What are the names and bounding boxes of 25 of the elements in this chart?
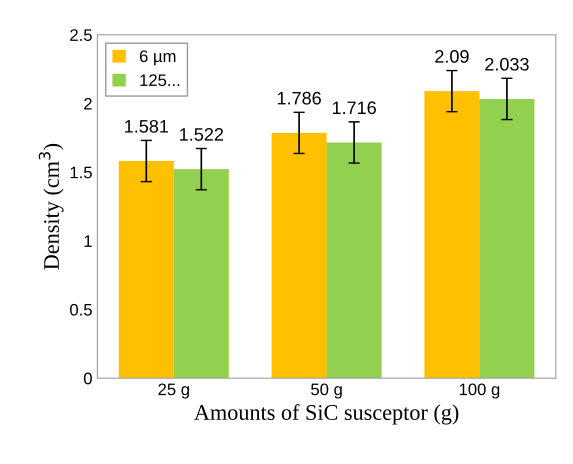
data-label: 1.581 xyxy=(125,120,168,133)
y-tick-label: 2.5 xyxy=(70,29,92,42)
y-axis-title: Density (cm$^{3}$) xyxy=(38,144,64,270)
y-tick-label: 0.5 xyxy=(70,304,92,316)
data-label: 1.786 xyxy=(278,92,321,105)
bar xyxy=(174,169,229,378)
legend-label: 6 µm xyxy=(140,50,176,66)
legend-label: 125... xyxy=(140,74,180,86)
y-tick-label: 0 xyxy=(84,372,92,384)
x-tick-label: 25 g xyxy=(158,383,189,399)
x-axis-title: Amounts of SiC susceptor (g) xyxy=(194,404,458,425)
data-label: 1.522 xyxy=(180,128,223,141)
bar xyxy=(326,142,382,378)
bar xyxy=(479,98,534,378)
y-tick-label: 2 xyxy=(84,98,92,110)
x-tick-label: 50 g xyxy=(311,383,342,399)
bar xyxy=(118,161,174,378)
data-label: 2.09 xyxy=(435,50,469,63)
data-label: 1.716 xyxy=(332,101,376,114)
x-tick-label: 100 g xyxy=(460,383,500,399)
y-tick-label: 1.5 xyxy=(70,166,92,178)
data-label: 2.033 xyxy=(485,58,529,71)
bar xyxy=(424,91,480,378)
y-tick-label: 1 xyxy=(84,235,92,247)
bar xyxy=(272,132,327,378)
